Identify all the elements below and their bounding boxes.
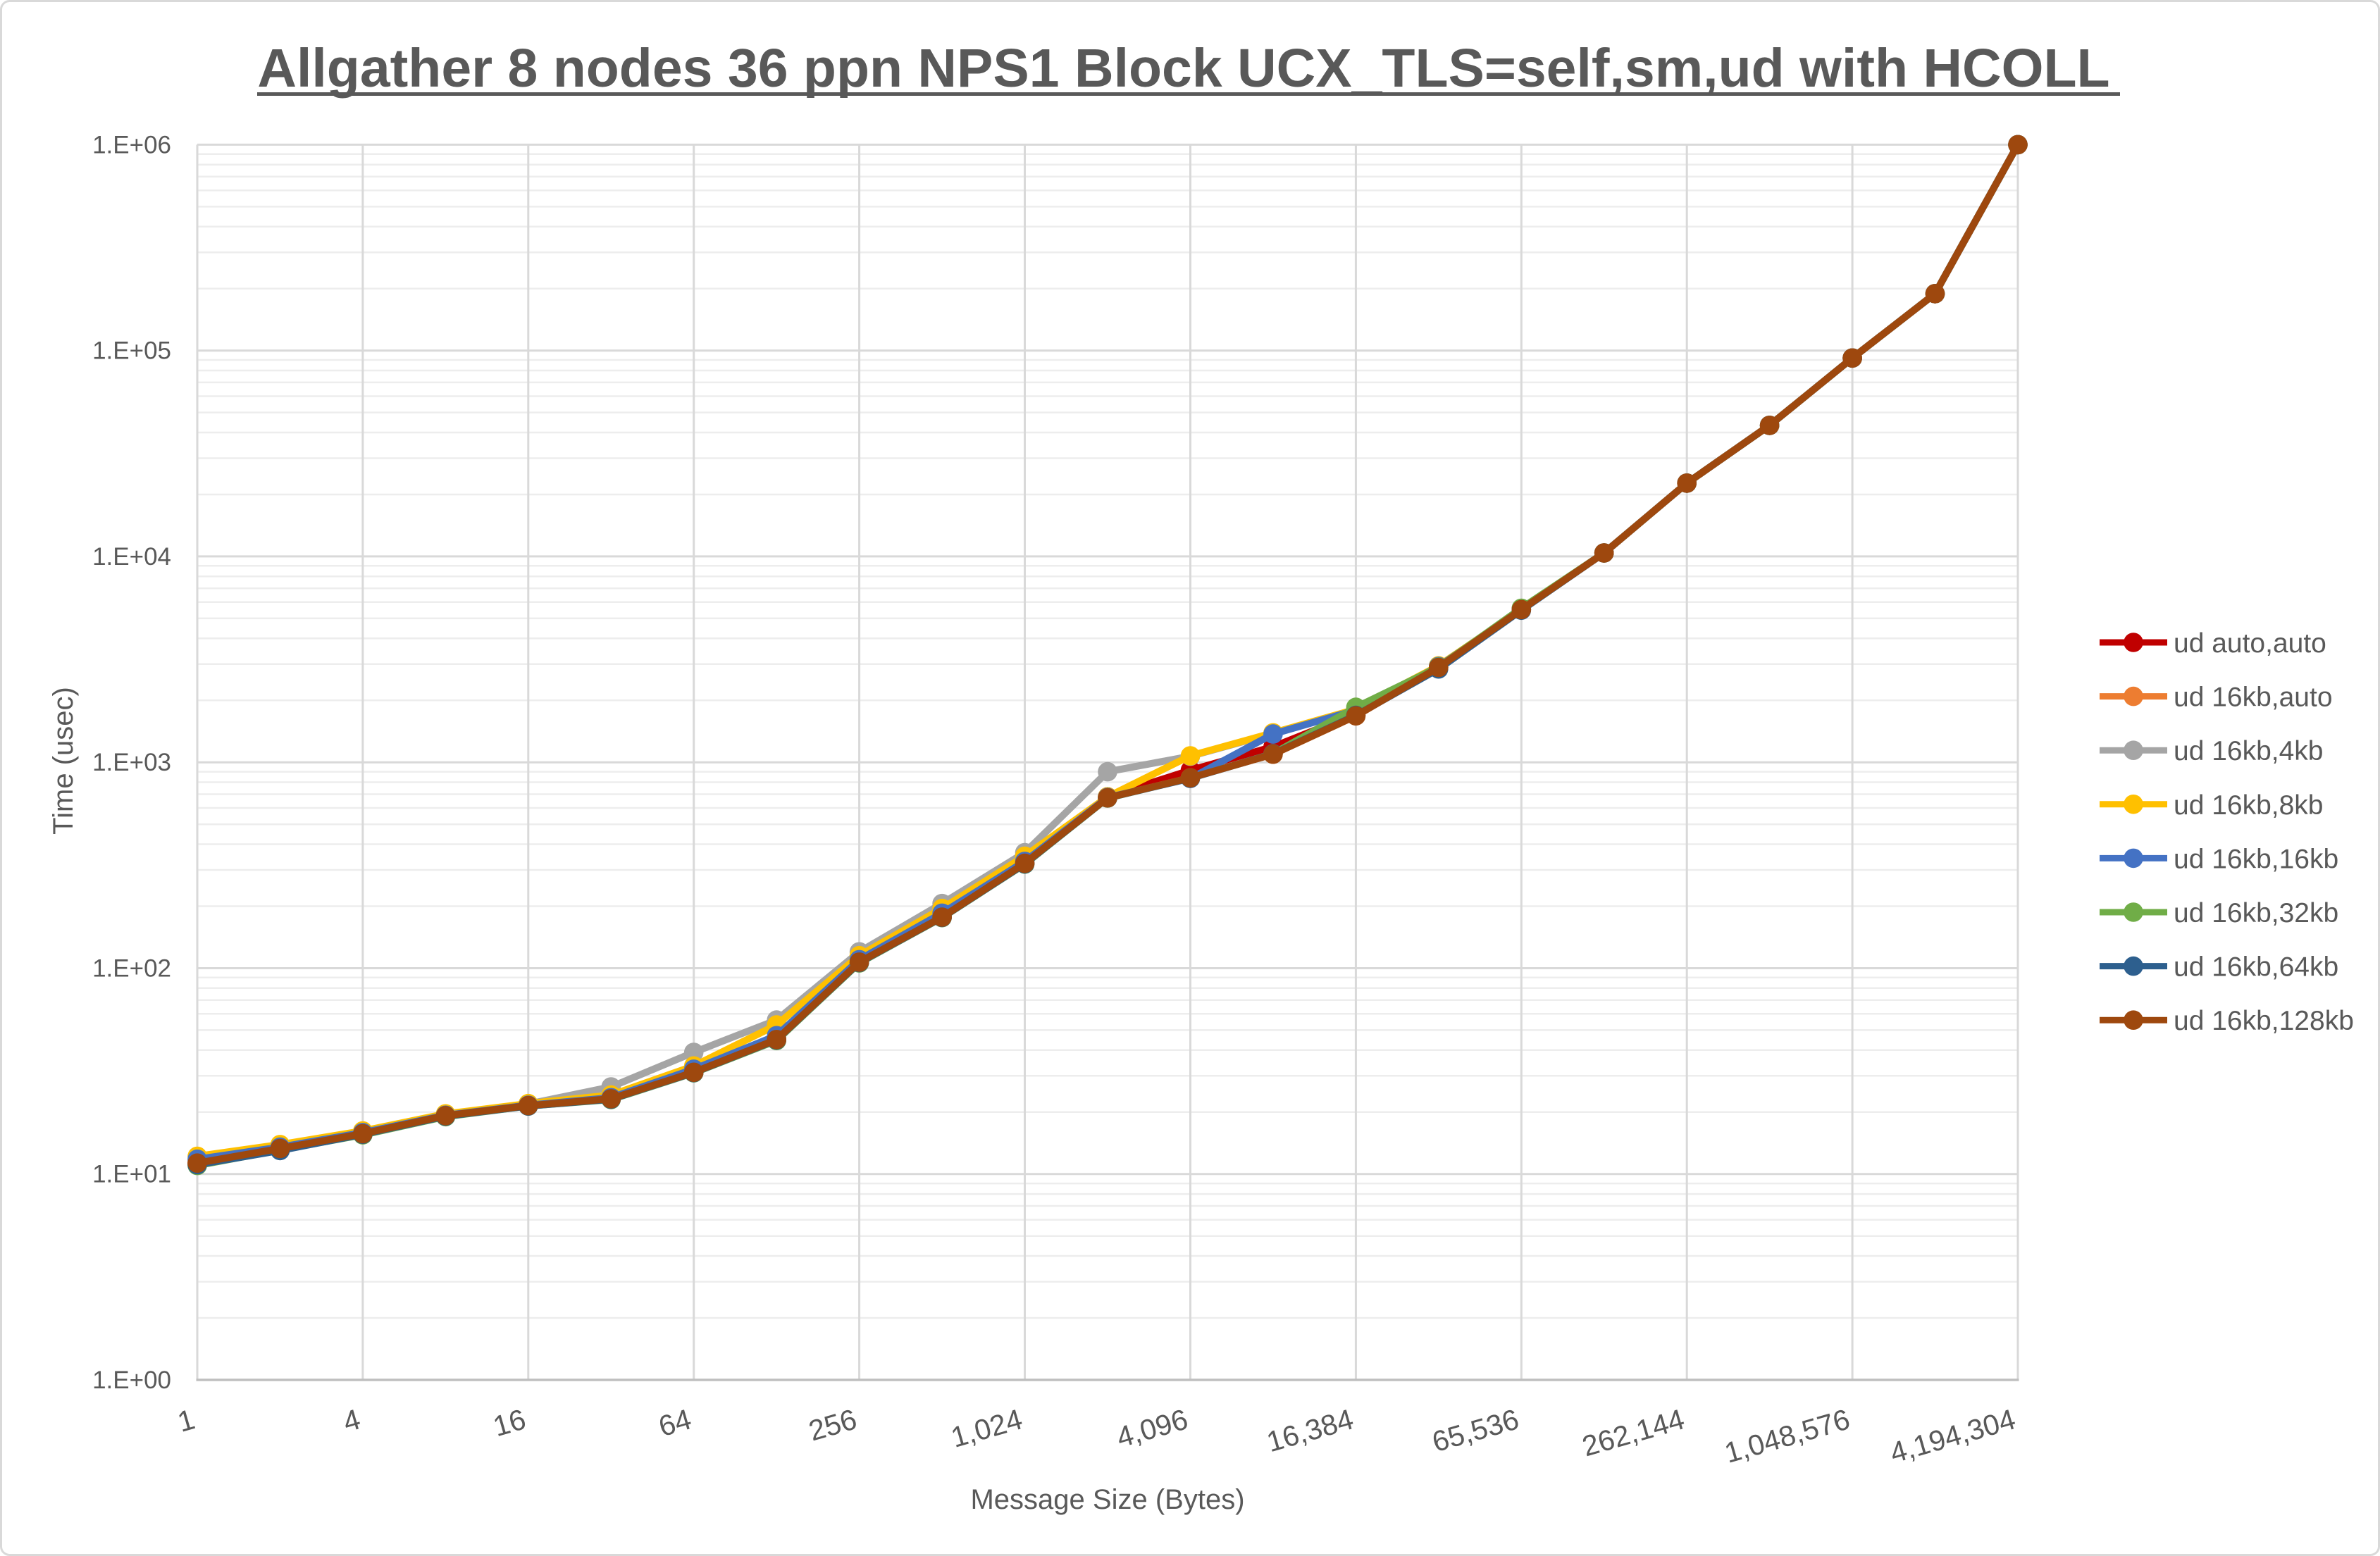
svg-text:ud 16kb,auto: ud 16kb,auto <box>2174 683 2333 713</box>
svg-text:ud 16kb,8kb: ud 16kb,8kb <box>2174 790 2324 821</box>
svg-text:1.E+06: 1.E+06 <box>92 131 171 158</box>
svg-text:ud 16kb,128kb: ud 16kb,128kb <box>2174 1006 2354 1036</box>
svg-text:1.E+04: 1.E+04 <box>92 543 171 571</box>
svg-text:Message Size (Bytes): Message Size (Bytes) <box>970 1484 1244 1515</box>
svg-text:ud 16kb,32kb: ud 16kb,32kb <box>2174 898 2338 928</box>
svg-text:ud auto,auto: ud auto,auto <box>2174 628 2326 659</box>
svg-text:ud 16kb,4kb: ud 16kb,4kb <box>2174 736 2324 766</box>
svg-text:1.E+00: 1.E+00 <box>92 1367 171 1394</box>
svg-text:ud 16kb,16kb: ud 16kb,16kb <box>2174 844 2338 874</box>
svg-text:1.E+02: 1.E+02 <box>92 955 171 983</box>
svg-text:1.E+05: 1.E+05 <box>92 337 171 365</box>
svg-text:ud 16kb,64kb: ud 16kb,64kb <box>2174 952 2338 983</box>
svg-text:1.E+01: 1.E+01 <box>92 1161 171 1188</box>
svg-text:Allgather 8 nodes 36 ppn NPS1: Allgather 8 nodes 36 ppn NPS1 Block UCX_… <box>257 38 2109 99</box>
svg-text:1.E+03: 1.E+03 <box>92 749 171 776</box>
svg-text:Time (usec): Time (usec) <box>48 687 79 835</box>
